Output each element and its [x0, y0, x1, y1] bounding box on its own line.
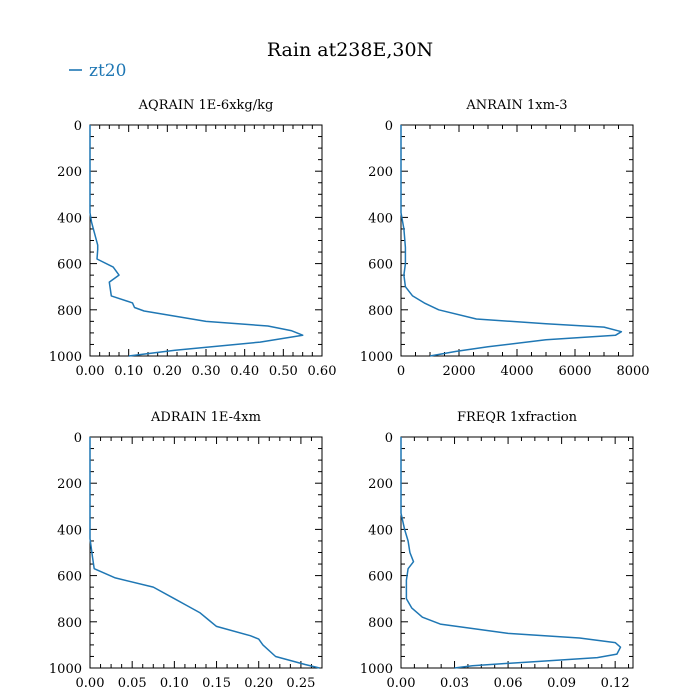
x-tick-label: 0	[397, 364, 405, 379]
x-tick-label: 0.00	[76, 676, 105, 691]
x-tick-label: 0.12	[601, 676, 630, 691]
figure-title: Rain at238E,30N	[267, 39, 433, 61]
x-tick-label: 0.25	[286, 676, 315, 691]
y-tick-label: 800	[368, 616, 393, 631]
series-line-zt20	[400, 125, 623, 357]
x-tick-label: 0.40	[230, 364, 259, 379]
y-tick-label: 0	[74, 119, 82, 134]
y-tick-label: 1000	[49, 350, 82, 365]
panel-title: AQRAIN 1E-6xkg/kg	[138, 98, 274, 113]
x-tick-label: 0.09	[547, 676, 576, 691]
y-tick-label: 200	[57, 165, 82, 180]
y-tick-label: 1000	[360, 662, 393, 677]
y-tick-label: 600	[368, 570, 393, 585]
y-tick-label: 0	[385, 431, 393, 446]
y-tick-label: 800	[57, 616, 82, 631]
y-tick-label: 200	[57, 477, 82, 492]
y-tick-label: 600	[57, 570, 82, 585]
x-tick-label: 8000	[616, 364, 649, 379]
x-tick-label: 4000	[500, 364, 533, 379]
series-line-zt20	[400, 437, 622, 669]
x-tick-label: 0.20	[153, 364, 182, 379]
y-tick-label: 800	[57, 304, 82, 319]
x-tick-label: 0.30	[192, 364, 221, 379]
x-tick-label: 0.00	[76, 364, 105, 379]
x-tick-label: 6000	[558, 364, 591, 379]
y-tick-label: 0	[385, 119, 393, 134]
legend-label: zt20	[89, 61, 126, 81]
x-tick-label: 0.50	[269, 364, 298, 379]
x-tick-label: 2000	[442, 364, 475, 379]
x-tick-label: 0.05	[118, 676, 147, 691]
y-tick-label: 0	[74, 431, 82, 446]
x-tick-label: 0.15	[202, 676, 231, 691]
legend: zt20	[69, 61, 126, 81]
panel-title: FREQR 1xfraction	[457, 410, 578, 425]
y-tick-label: 600	[368, 258, 393, 273]
x-tick-label: 0.10	[160, 676, 189, 691]
panel-title: ADRAIN 1E-4xm	[150, 410, 261, 425]
y-tick-label: 400	[57, 523, 82, 538]
x-tick-label: 0.00	[387, 676, 416, 691]
x-tick-label: 0.06	[494, 676, 523, 691]
plot-frame	[89, 436, 323, 669]
x-tick-label: 0.60	[308, 364, 337, 379]
y-tick-label: 400	[368, 211, 393, 226]
y-tick-label: 400	[57, 211, 82, 226]
series-line-zt20	[89, 437, 320, 669]
y-tick-label: 800	[368, 304, 393, 319]
y-tick-label: 1000	[49, 662, 82, 677]
panel-title: ANRAIN 1xm-3	[465, 98, 567, 113]
x-tick-label: 0.20	[244, 676, 273, 691]
x-tick-label: 0.03	[440, 676, 469, 691]
y-tick-label: 200	[368, 165, 393, 180]
panel-2: ANRAIN 1xm-3 0 200 400 600 800 1000 0 2000 4000 60…	[360, 98, 650, 379]
x-tick-label: 0.10	[114, 364, 143, 379]
y-tick-label: 600	[57, 258, 82, 273]
y-tick-label: 400	[368, 523, 393, 538]
series-line-zt20	[89, 125, 304, 357]
y-tick-label: 200	[368, 477, 393, 492]
y-tick-label: 1000	[360, 350, 393, 365]
